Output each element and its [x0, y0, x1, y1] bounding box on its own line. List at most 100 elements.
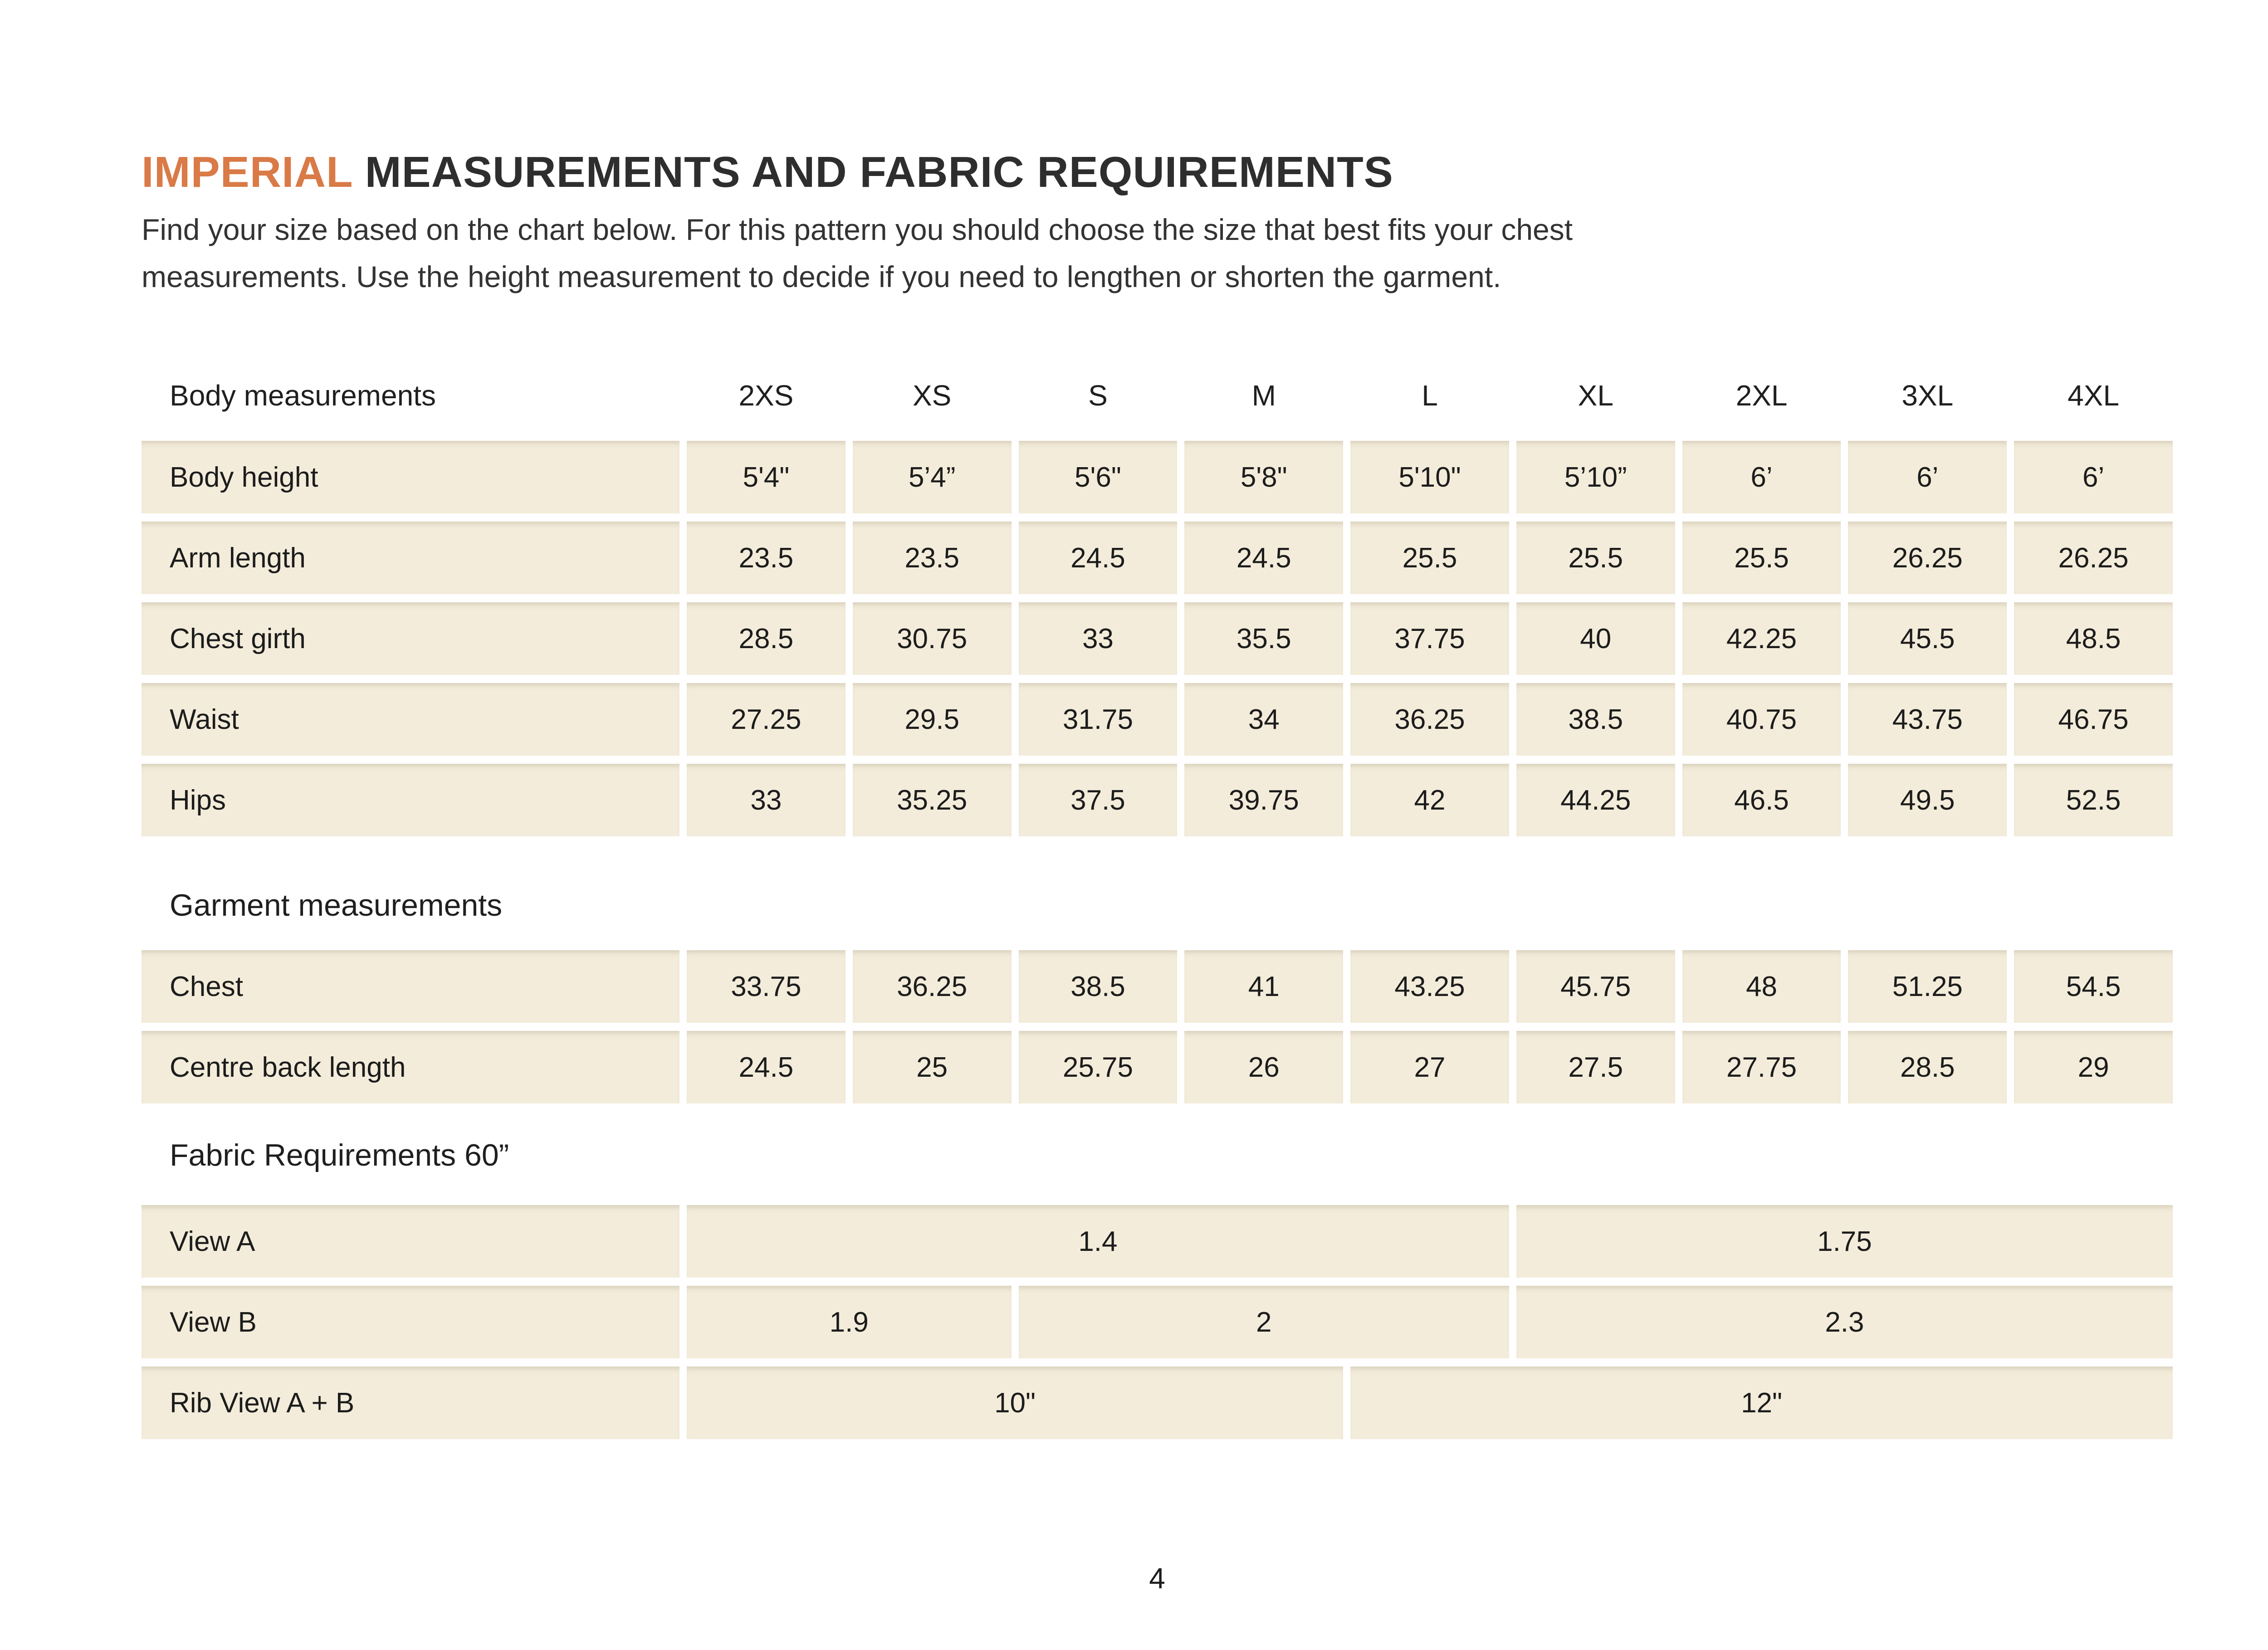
row-label: View A: [142, 1205, 679, 1278]
size-column-header: 4XL: [2068, 379, 2120, 412]
title-highlight: IMPERIAL: [142, 148, 352, 196]
garment-measurement-cell: 29: [2014, 1031, 2173, 1103]
garment-measurement-cell: 27.75: [1682, 1031, 1841, 1103]
row-label: View B: [142, 1286, 679, 1358]
garment-measurement-cell: 38.5: [1018, 950, 1178, 1023]
garment-measurement-cell: 45.75: [1516, 950, 1675, 1023]
body-measurement-cell: 44.25: [1516, 764, 1675, 836]
body-measurements-table: Body height 5'4" 5’4” 5'6" 5'8" 5'10" 5’10” 6’ 6…: [142, 441, 2173, 836]
body-measurement-cell: 5'4": [687, 441, 846, 513]
body-measurement-cell: 25.5: [1682, 522, 1841, 594]
size-column-header: 2XL: [1735, 379, 1788, 412]
body-measurement-cell: 37.5: [1018, 764, 1178, 836]
body-measurement-cell: 35.25: [852, 764, 1012, 836]
body-measurement-cell: 25.5: [1516, 522, 1675, 594]
body-measurement-cell: 43.75: [1848, 683, 2007, 756]
garment-measurement-cell: 33.75: [687, 950, 846, 1023]
body-measurement-cell: 40: [1516, 602, 1675, 675]
body-measurement-cell: 26.25: [2014, 522, 2173, 594]
body-measurement-cell: 6’: [2014, 441, 2173, 513]
body-measurement-cell: 49.5: [1848, 764, 2007, 836]
body-measurement-cell: 36.25: [1350, 683, 1509, 756]
body-measurement-cell: 5'8": [1184, 441, 1344, 513]
garment-measurement-cell: 41: [1184, 950, 1344, 1023]
garment-measurement-cell: 25: [852, 1031, 1012, 1103]
body-measurements-header-label: Body measurements: [170, 379, 436, 412]
body-measurement-cell: 5'6": [1018, 441, 1178, 513]
body-measurement-cell: 26.25: [1848, 522, 2007, 594]
body-measurement-cell: 38.5: [1516, 683, 1675, 756]
body-measurement-cell: 6’: [1848, 441, 2007, 513]
body-measurement-cell: 24.5: [1018, 522, 1178, 594]
body-measurement-cell: 52.5: [2014, 764, 2173, 836]
body-measurement-cell: 30.75: [852, 602, 1012, 675]
size-column-header: XL: [1578, 379, 1613, 412]
body-measurement-cell: 31.75: [1018, 683, 1178, 756]
body-measurement-cell: 24.5: [1184, 522, 1344, 594]
intro-line-2: measurements. Use the height measurement…: [142, 260, 1501, 293]
row-label: Chest girth: [142, 602, 679, 675]
row-label: Centre back length: [142, 1031, 679, 1103]
garment-measurements-table: Chest 33.75 36.25 38.5 41 43.25 45.75 48 51.25 54…: [142, 950, 2173, 1103]
body-measurement-cell: 25.5: [1350, 522, 1509, 594]
garment-measurement-cell: 36.25: [852, 950, 1012, 1023]
body-measurement-cell: 34: [1184, 683, 1344, 756]
body-measurement-cell: 5'10": [1350, 441, 1509, 513]
body-measurement-cell: 33: [1018, 602, 1178, 675]
fabric-requirement-cell: 12": [1350, 1367, 2173, 1439]
fabric-requirements-table: View A 1.4 1.75 View B 1.9 2 2.3 Rib View A + B…: [142, 1205, 2173, 1439]
body-measurement-cell: 5’4”: [852, 441, 1012, 513]
size-column-header: 2XS: [738, 379, 794, 412]
body-measurement-cell: 37.75: [1350, 602, 1509, 675]
body-measurement-cell: 27.25: [687, 683, 846, 756]
garment-measurement-cell: 48: [1682, 950, 1841, 1023]
row-label: Chest: [142, 950, 679, 1023]
row-label: Hips: [142, 764, 679, 836]
body-measurement-cell: 35.5: [1184, 602, 1344, 675]
row-label: Arm length: [142, 522, 679, 594]
garment-measurement-cell: 27: [1350, 1031, 1509, 1103]
body-measurement-cell: 6’: [1682, 441, 1841, 513]
fabric-requirement-cell: 1.4: [687, 1205, 1509, 1278]
fabric-requirement-cell: 2: [1018, 1286, 1509, 1358]
fabric-requirement-cell: 10": [687, 1367, 1344, 1439]
body-measurement-cell: 42.25: [1682, 602, 1841, 675]
garment-measurement-cell: 26: [1184, 1031, 1344, 1103]
row-label: Waist: [142, 683, 679, 756]
size-column-header: M: [1251, 379, 1276, 412]
body-measurement-cell: 48.5: [2014, 602, 2173, 675]
body-measurement-cell: 29.5: [852, 683, 1012, 756]
row-label: Rib View A + B: [142, 1367, 679, 1439]
garment-measurement-cell: 43.25: [1350, 950, 1509, 1023]
body-measurement-cell: 45.5: [1848, 602, 2007, 675]
body-measurement-cell: 40.75: [1682, 683, 1841, 756]
size-column-header: L: [1422, 379, 1438, 412]
garment-measurement-cell: 25.75: [1018, 1031, 1178, 1103]
fabric-requirements-heading: Fabric Requirements 60”: [170, 1138, 509, 1172]
intro-line-1: Find your size based on the chart below.…: [142, 213, 1573, 246]
page-title: IMPERIAL MEASUREMENTS AND FABRIC REQUIRE…: [142, 151, 2173, 194]
body-measurement-cell: 46.75: [2014, 683, 2173, 756]
body-measurement-cell: 46.5: [1682, 764, 1841, 836]
intro-paragraph: Find your size based on the chart below.…: [142, 206, 2173, 300]
fabric-requirement-cell: 1.75: [1516, 1205, 2173, 1278]
garment-measurement-cell: 28.5: [1848, 1031, 2007, 1103]
body-measurement-cell: 5’10”: [1516, 441, 1675, 513]
garment-measurement-cell: 24.5: [687, 1031, 846, 1103]
size-column-header: 3XL: [1901, 379, 1954, 412]
size-column-header: S: [1088, 379, 1108, 412]
size-column-header: XS: [912, 379, 952, 412]
garment-measurement-cell: 51.25: [1848, 950, 2007, 1023]
body-measurement-cell: 33: [687, 764, 846, 836]
body-measurement-cell: 28.5: [687, 602, 846, 675]
garment-measurements-heading: Garment measurements: [170, 888, 503, 923]
body-measurement-cell: 23.5: [687, 522, 846, 594]
row-label: Body height: [142, 441, 679, 513]
fabric-requirement-cell: 1.9: [687, 1286, 1012, 1358]
body-measurement-cell: 42: [1350, 764, 1509, 836]
body-measurement-cell: 23.5: [852, 522, 1012, 594]
garment-measurement-cell: 54.5: [2014, 950, 2173, 1023]
body-measurement-cell: 39.75: [1184, 764, 1344, 836]
garment-measurement-cell: 27.5: [1516, 1031, 1675, 1103]
